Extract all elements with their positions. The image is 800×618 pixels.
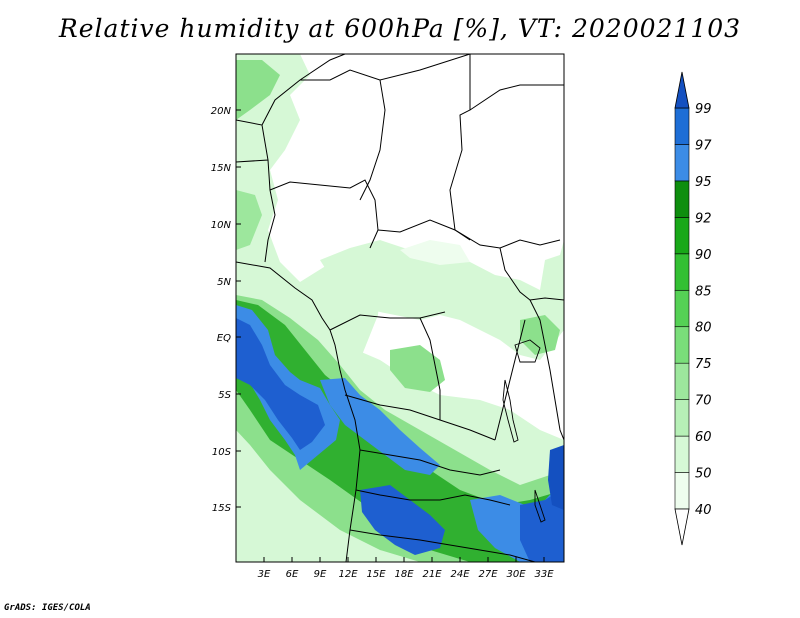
humidity-region-central-light: [320, 240, 564, 360]
humidity-region-blue-east-strip: [548, 445, 564, 510]
colorbar-label: 92: [695, 211, 712, 226]
colorbar-segment: [674, 144, 690, 182]
lat-label: 20N: [211, 106, 232, 117]
latitude-axis: 20N 15N 10N 5N EQ 5S 10S 15S: [211, 106, 241, 514]
colorbar-label: 85: [695, 284, 712, 299]
colorbar-segment: [674, 253, 690, 291]
lon-label: 3E: [258, 569, 271, 580]
lon-label: 15E: [366, 569, 386, 580]
lake-tanganyika: [502, 379, 519, 443]
lon-label: 33E: [534, 569, 554, 580]
map-frame: [235, 53, 565, 563]
colorbar-label: 80: [695, 321, 712, 336]
country-borders: [236, 54, 564, 562]
colorbar-segment: [674, 289, 690, 328]
lat-label: 5S: [218, 390, 231, 401]
humidity-region-north-patch: [400, 240, 470, 265]
humidity-region-nw-mid: [236, 60, 280, 120]
colorbar-label: 70: [695, 394, 712, 409]
colorbar-label: 40: [695, 503, 712, 518]
lon-label: 9E: [314, 569, 327, 580]
lon-label: 30E: [506, 569, 526, 580]
humidity-region-south-mid: [236, 295, 564, 562]
humidity-region-congo-mid: [390, 345, 445, 392]
colorbar-segment: [674, 362, 690, 400]
humidity-region-blue-west-dark: [236, 318, 325, 450]
colorbar-max-arrow: [674, 71, 690, 109]
colorbar-segment: [674, 217, 690, 255]
colorbar-label: 97: [695, 138, 712, 153]
humidity-region-blue-east-dark: [520, 488, 564, 562]
lake-victoria: [514, 339, 541, 363]
lat-label: 15N: [211, 163, 232, 174]
lon-label: 27E: [478, 569, 498, 580]
lat-label: 10S: [212, 447, 232, 458]
humidity-region-blue-centre: [320, 378, 440, 475]
lat-label: 5N: [217, 277, 231, 288]
colorbar-label: 75: [695, 357, 712, 372]
lat-label: 10N: [211, 220, 232, 231]
colorbar-min-arrow: [674, 508, 690, 546]
lon-label: 24E: [450, 569, 470, 580]
colorbar-label: 99: [695, 102, 712, 117]
colorbar-label: 90: [695, 248, 712, 263]
colorbar-segment: [674, 180, 690, 218]
lon-label: 18E: [394, 569, 414, 580]
colorbar-label: 95: [695, 175, 712, 190]
lake-malawi: [534, 489, 546, 523]
longitude-axis: 3E 6E 9E 12E 15E 18E 21E 24E 27E 30E 33E: [258, 557, 554, 580]
colorbar: 40 50 60 70 75 80 85 90 92 95 97 99: [674, 71, 712, 546]
colorbar-segment: [674, 107, 690, 145]
colorbar-segment: [674, 399, 690, 437]
colorbar-segment: [674, 435, 690, 473]
humidity-region-blue-south: [360, 485, 445, 555]
lat-label: 15S: [212, 503, 232, 514]
lon-label: 12E: [338, 569, 358, 580]
lat-label: EQ: [217, 333, 231, 344]
map-title: Relative humidity at 600hPa [%], VT: 202…: [58, 14, 742, 43]
colorbar-segment: [674, 472, 690, 510]
grads-credit: GrADS: IGES/COLA: [4, 603, 91, 613]
colorbar-label: 60: [695, 430, 712, 445]
colorbar-label: 50: [695, 467, 712, 482]
humidity-region-east-patch: [520, 315, 560, 355]
lon-label: 6E: [286, 569, 299, 580]
humidity-field: [236, 54, 564, 562]
colorbar-segment: [674, 326, 690, 364]
lon-label: 21E: [422, 569, 442, 580]
lakes: [502, 339, 546, 523]
humidity-region-west-mid: [236, 190, 262, 250]
